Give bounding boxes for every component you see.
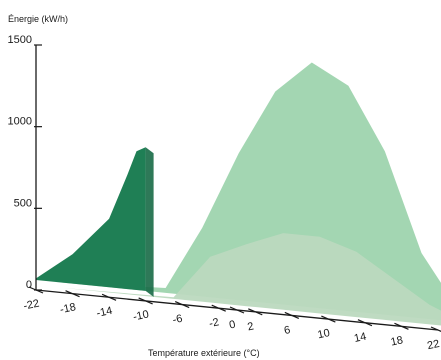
x-tick-mark: [28, 286, 44, 294]
x-tick: -14: [95, 293, 117, 320]
x-axis-title: Température extérieure (°C): [148, 348, 260, 358]
x-tick-mark: [174, 300, 190, 309]
x-tick-mark: [430, 326, 441, 332]
x-tick-label: 6: [283, 324, 291, 337]
y-tick-label: 500: [14, 197, 32, 209]
x-tick: 18: [390, 322, 409, 349]
series-side: [145, 147, 154, 297]
x-tick-mark: [229, 306, 245, 314]
x-tick: 22: [426, 326, 441, 352]
x-tick-label: -2: [208, 316, 220, 330]
y-tick-label: 1000: [8, 116, 32, 128]
x-tick: -10: [132, 297, 153, 323]
y-tick-label: 0: [26, 279, 32, 291]
x-tick-mark: [357, 319, 373, 327]
x-tick: -18: [59, 290, 80, 316]
x-ticks: -22 -18 -14 -10 -6 -2 0 2 6 10 14 18 22: [22, 286, 441, 352]
x-tick-label: 22: [426, 338, 440, 352]
x-tick: -22: [22, 286, 44, 313]
x-tick-mark: [211, 304, 226, 312]
x-tick-mark: [101, 293, 117, 301]
y-tick: 1500: [8, 34, 42, 46]
x-tick-mark: [284, 311, 300, 320]
y-tick: 1000: [8, 116, 42, 128]
x-tick-mark: [138, 297, 153, 305]
series-area: [64, 233, 441, 326]
x-tick: 2: [246, 308, 263, 333]
x-tick-label: -6: [172, 313, 184, 327]
x-tick-mark: [394, 322, 409, 330]
x-tick: 10: [317, 315, 336, 341]
y-tick: 500: [14, 197, 42, 209]
x-tick: 14: [353, 319, 373, 345]
x-tick: 6: [283, 311, 300, 337]
x-tick-label: 0: [228, 319, 236, 332]
x-tick-label: 18: [390, 334, 404, 348]
x-tick-label: 2: [246, 320, 254, 333]
y-axis-title: Énergie (kW/h): [8, 14, 68, 24]
x-tick: -6: [172, 300, 190, 327]
x-tick-mark: [65, 290, 80, 298]
series-area: [36, 147, 146, 291]
x-tick-label: -18: [59, 301, 77, 316]
x-tick-label: -10: [132, 308, 150, 323]
x-tick-label: 14: [353, 331, 367, 345]
x-tick: 0: [228, 306, 245, 332]
x-tick-label: -14: [95, 305, 113, 320]
y-ticks: 0 500 1000 1500: [8, 34, 42, 291]
x-tick-label: 10: [317, 327, 331, 341]
x-tick-label: -22: [22, 298, 40, 313]
x-tick-mark: [248, 308, 263, 316]
x-tick: -2: [208, 304, 226, 330]
y-tick-label: 1500: [8, 34, 32, 46]
series-layer: [36, 62, 441, 326]
x-tick-mark: [321, 315, 336, 323]
